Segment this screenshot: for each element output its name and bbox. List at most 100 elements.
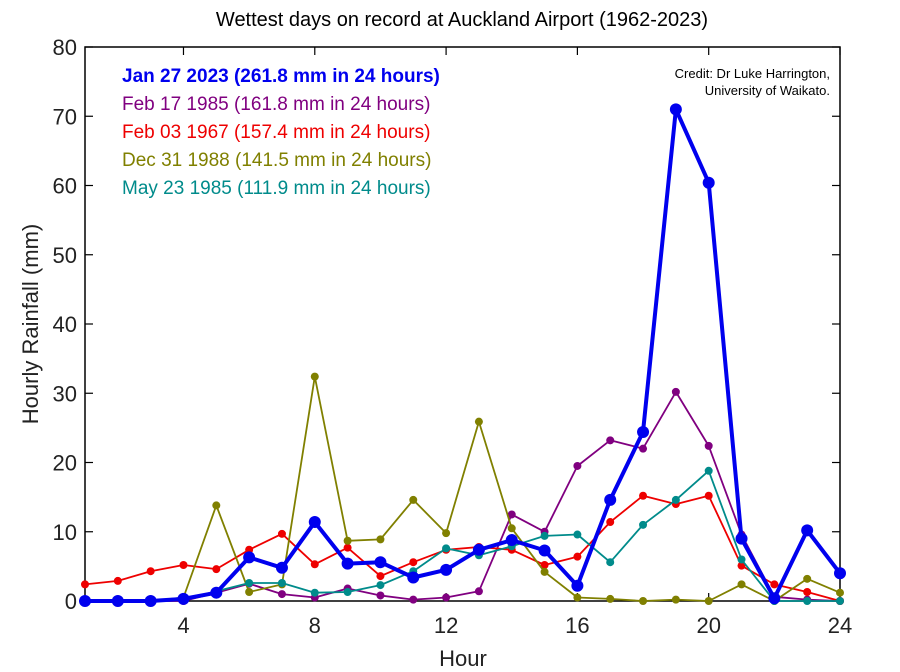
x-tick-label: 24 (828, 613, 852, 638)
data-point (472, 543, 485, 556)
data-point (637, 426, 650, 439)
data-point (442, 593, 451, 602)
data-point (737, 561, 746, 570)
data-point (704, 441, 713, 450)
data-point (245, 578, 254, 587)
y-tick-label: 50 (53, 243, 77, 268)
data-point (704, 491, 713, 500)
series-line (84, 494, 841, 602)
y-tick-label: 70 (53, 104, 77, 129)
x-tick-label: 20 (696, 613, 720, 638)
data-point (212, 501, 221, 510)
data-point (540, 560, 549, 569)
data-point (604, 493, 617, 506)
data-point (702, 176, 715, 189)
y-tick-label: 60 (53, 174, 77, 199)
data-point (310, 560, 319, 569)
data-point (376, 572, 385, 581)
chart-title: Wettest days on record at Auckland Airpo… (216, 9, 708, 31)
data-point (343, 587, 352, 596)
data-point (474, 417, 483, 426)
data-point (310, 588, 319, 597)
data-point (834, 567, 846, 580)
series-line (85, 375, 841, 602)
x-tick-label: 16 (565, 613, 589, 638)
data-point (376, 535, 385, 544)
data-point (144, 595, 157, 607)
data-point (81, 580, 89, 589)
data-point (606, 594, 615, 603)
credit-line-1: Credit: Dr Luke Harrington, (675, 66, 830, 81)
series-2 (81, 491, 844, 605)
data-point (374, 556, 387, 569)
data-point (836, 597, 844, 605)
x-tick-label: 4 (177, 613, 189, 638)
data-point (442, 529, 451, 538)
data-point (407, 571, 420, 584)
series-line (85, 390, 841, 602)
data-point (343, 543, 352, 552)
data-point (540, 567, 549, 576)
data-point (212, 565, 221, 574)
data-point (277, 578, 286, 587)
data-point (671, 495, 680, 504)
data-point (573, 461, 582, 470)
data-point (606, 436, 615, 445)
data-point (639, 520, 648, 529)
legend-entry: Feb 17 1985 (161.8 mm in 24 hours) (122, 94, 430, 115)
data-point (573, 530, 582, 539)
data-point (179, 560, 188, 569)
data-point (606, 518, 615, 527)
data-point (704, 597, 713, 605)
y-tick-label: 40 (53, 312, 77, 337)
data-point (669, 103, 682, 116)
data-point (803, 587, 812, 596)
legend-entry: Jan 27 2023 (261.8 mm in 24 hours) (122, 66, 440, 87)
data-point (79, 595, 91, 607)
data-point (376, 581, 385, 590)
data-point (474, 587, 483, 596)
data-point (737, 555, 746, 564)
data-point (277, 529, 286, 538)
y-tick-label: 0 (65, 589, 77, 614)
legend-entry: May 23 1985 (111.9 mm in 24 hours) (122, 178, 431, 199)
series-0 (79, 103, 846, 607)
data-point (639, 444, 648, 453)
y-axis-label: Hourly Rainfall (mm) (18, 224, 43, 424)
data-point (573, 552, 582, 561)
data-point (768, 592, 781, 605)
data-point (245, 587, 254, 596)
data-point (409, 495, 418, 504)
data-point (376, 591, 385, 600)
data-point (801, 524, 814, 537)
data-point (571, 579, 584, 592)
data-point (343, 536, 352, 545)
data-point (308, 516, 321, 529)
credit-line-2: University of Waikato. (705, 83, 830, 98)
data-point (409, 558, 418, 567)
x-tick-label: 8 (309, 613, 321, 638)
data-point (573, 593, 582, 602)
data-point (146, 567, 155, 576)
data-point (639, 491, 648, 500)
data-point (177, 592, 190, 605)
data-point (704, 466, 713, 475)
y-tick-label: 30 (53, 381, 77, 406)
y-tick-label: 20 (53, 451, 77, 476)
data-point (440, 563, 453, 576)
data-point (275, 561, 288, 574)
series-4 (81, 466, 844, 605)
data-point (803, 574, 812, 583)
legend: Jan 27 2023 (261.8 mm in 24 hours) Feb 17… (122, 66, 440, 199)
data-point (507, 510, 516, 519)
data-point (803, 597, 812, 605)
series-lines (79, 103, 846, 607)
data-point (671, 595, 680, 604)
data-point (442, 544, 451, 553)
data-point (606, 558, 615, 567)
y-tick-label: 80 (53, 35, 77, 60)
data-point (210, 586, 223, 599)
data-point (538, 544, 551, 557)
data-point (111, 595, 124, 607)
